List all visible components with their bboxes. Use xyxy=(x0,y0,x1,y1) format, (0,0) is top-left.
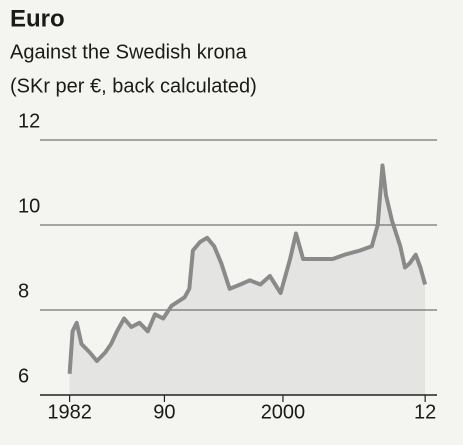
area xyxy=(69,165,426,395)
chart-title: Euro xyxy=(10,5,65,32)
y-tick-label: 6 xyxy=(18,365,29,387)
x-tick-label: 12 xyxy=(414,401,436,423)
units-note: (SKr per €, back calculated) xyxy=(10,75,257,97)
x-tick-label: 90 xyxy=(153,401,175,423)
x-tick-label: 1982 xyxy=(47,401,92,423)
line xyxy=(67,163,428,374)
x-tick-label: 2000 xyxy=(261,401,306,423)
y-tick-label: 12 xyxy=(18,110,40,132)
chart-subtitle: Against the Swedish krona xyxy=(10,41,248,63)
y-tick-label: 8 xyxy=(18,280,29,302)
y-tick-label: 10 xyxy=(18,195,40,217)
